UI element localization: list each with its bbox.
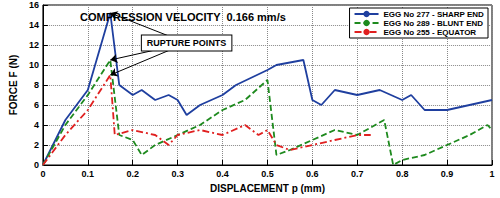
svg-text:0.5: 0.5 bbox=[261, 169, 274, 179]
svg-text:6: 6 bbox=[34, 100, 39, 110]
svg-text:8: 8 bbox=[34, 80, 39, 90]
svg-text:0.7: 0.7 bbox=[351, 169, 364, 179]
svg-text:COMPRESSION VELOCITY 0.166 mm: COMPRESSION VELOCITY 0.166 mm/s bbox=[80, 11, 286, 23]
svg-text:EGG No 255 - EQUATOR: EGG No 255 - EQUATOR bbox=[384, 28, 477, 37]
svg-text:0.6: 0.6 bbox=[306, 169, 319, 179]
svg-text:10: 10 bbox=[29, 60, 39, 70]
svg-text:0.2: 0.2 bbox=[126, 169, 139, 179]
svg-text:0: 0 bbox=[34, 160, 39, 170]
svg-text:FORCE F (N): FORCE F (N) bbox=[8, 55, 19, 116]
svg-text:0.9: 0.9 bbox=[441, 169, 454, 179]
svg-text:1: 1 bbox=[489, 169, 494, 179]
svg-text:14: 14 bbox=[29, 20, 39, 30]
svg-text:EGG No 289 - BLUNT END: EGG No 289 - BLUNT END bbox=[384, 19, 484, 28]
svg-text:4: 4 bbox=[34, 120, 39, 130]
svg-text:DISPLACEMENT p (mm): DISPLACEMENT p (mm) bbox=[210, 183, 325, 194]
svg-text:0.1: 0.1 bbox=[82, 169, 95, 179]
svg-text:RUPTURE POINTS: RUPTURE POINTS bbox=[147, 38, 227, 48]
svg-text:2: 2 bbox=[34, 140, 39, 150]
svg-text:0.3: 0.3 bbox=[171, 169, 184, 179]
svg-text:12: 12 bbox=[29, 40, 39, 50]
svg-text:0: 0 bbox=[40, 169, 45, 179]
svg-text:16: 16 bbox=[29, 0, 39, 10]
svg-text:EGG No 277 - SHARP END: EGG No 277 - SHARP END bbox=[384, 10, 485, 19]
svg-text:0.4: 0.4 bbox=[216, 169, 229, 179]
svg-text:0.8: 0.8 bbox=[396, 169, 409, 179]
